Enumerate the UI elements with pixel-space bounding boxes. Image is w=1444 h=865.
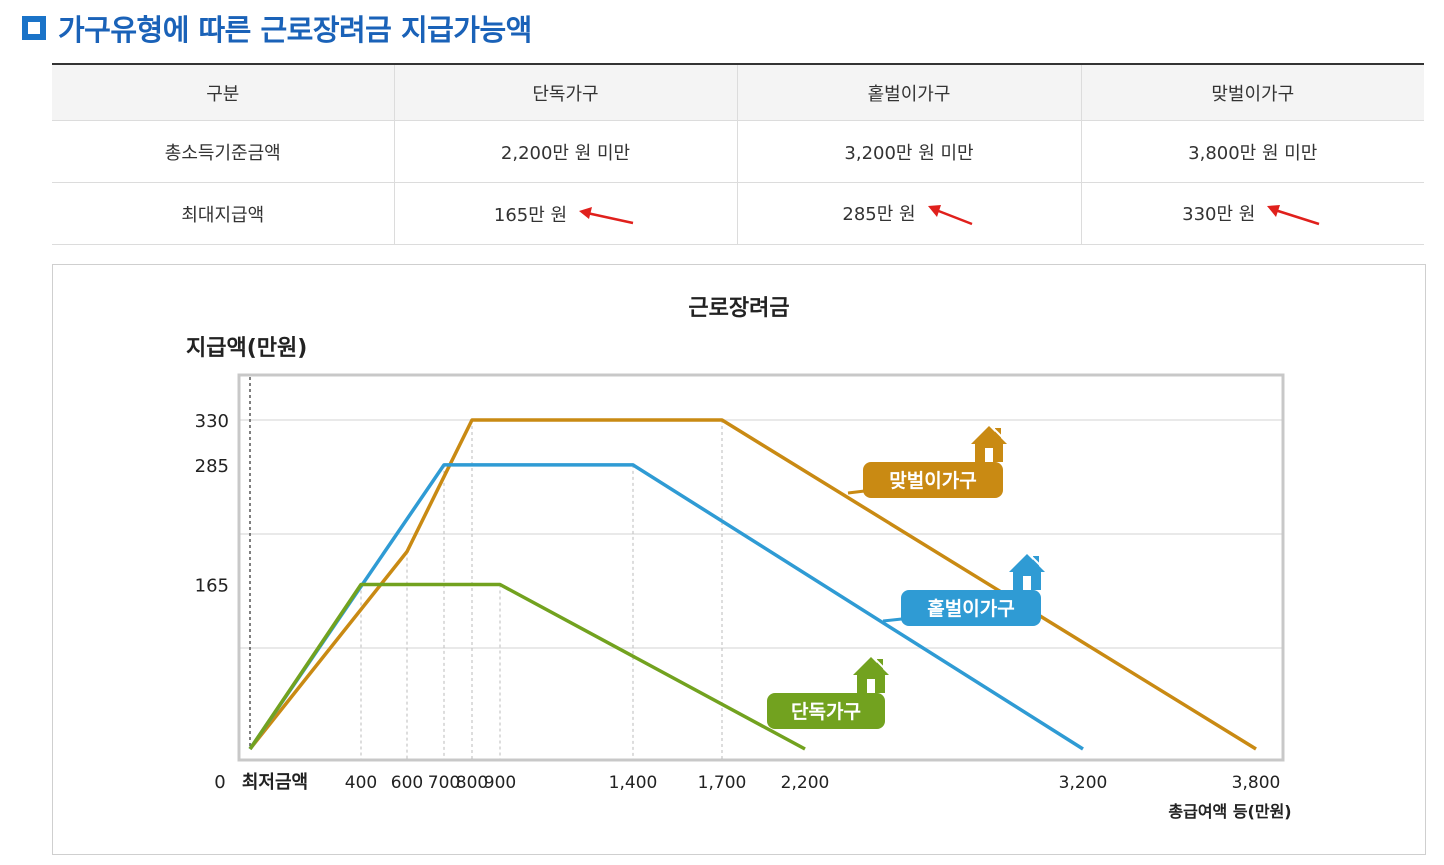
x-origin-label: 0 bbox=[214, 772, 225, 793]
table-row: 총소득기준금액 2,200만 원 미만 3,200만 원 미만 3,800만 원… bbox=[52, 120, 1424, 183]
red-arrow-icon bbox=[1267, 204, 1320, 225]
benefit-table: 구분 단독가구 홑벌이가구 맞벌이가구 총소득기준금액 2,200만 원 미만 … bbox=[52, 63, 1424, 245]
gridlines bbox=[239, 419, 1283, 649]
cell-value: 285만 원 bbox=[842, 203, 916, 225]
series-label: 홑벌이가구 bbox=[927, 597, 1014, 620]
y-tick-labels: 165 285 330 bbox=[195, 411, 229, 597]
x-min-label: 최저금액 bbox=[242, 772, 308, 793]
x-tick-label: 900 bbox=[484, 773, 516, 793]
section-heading: 가구유형에 따른 근로장려금 지급가능액 bbox=[22, 8, 532, 48]
house-icon bbox=[1005, 550, 1049, 590]
y-axis-label: 지급액(만원) bbox=[186, 336, 307, 361]
table-cell: 165만 원 bbox=[393, 182, 737, 245]
x-tick-label: 1,400 bbox=[609, 773, 658, 793]
house-icon bbox=[967, 422, 1011, 462]
y-tick-label: 330 bbox=[195, 411, 229, 432]
x-tick-label: 1,700 bbox=[698, 773, 747, 793]
square-bullet-icon bbox=[22, 16, 46, 40]
house-icon bbox=[849, 653, 893, 693]
x-tick-label: 3,800 bbox=[1232, 773, 1281, 793]
row-label: 최대지급액 bbox=[52, 182, 394, 245]
series-lines bbox=[248, 418, 1257, 751]
table-cell: 3,800만 원 미만 bbox=[1080, 120, 1424, 183]
table-cell: 285만 원 bbox=[736, 182, 1081, 245]
table-cell: 3,200만 원 미만 bbox=[736, 120, 1081, 183]
table-header-cell: 홑벌이가구 bbox=[736, 63, 1081, 121]
table-row: 최대지급액 165만 원 285만 원 330만 원 bbox=[52, 182, 1424, 245]
section-title: 가구유형에 따른 근로장려금 지급가능액 bbox=[58, 13, 532, 47]
series-line bbox=[248, 582, 806, 751]
series-label: 단독가구 bbox=[791, 701, 861, 723]
x-tick-label: 700 bbox=[428, 773, 460, 793]
x-axis-label: 총급여액 등(만원) bbox=[1168, 802, 1291, 821]
x-tick-label: 2,200 bbox=[781, 773, 830, 793]
red-arrow-icon bbox=[579, 206, 634, 224]
x-guide-lines bbox=[249, 377, 723, 759]
x-tick-label: 600 bbox=[391, 773, 423, 793]
table-header-cell: 단독가구 bbox=[393, 63, 737, 121]
y-tick-label: 165 bbox=[195, 576, 229, 597]
x-tick-label: 800 bbox=[456, 773, 488, 793]
red-arrow-icon bbox=[927, 204, 973, 225]
chart-title: 근로장려금 bbox=[688, 296, 789, 321]
cell-value: 330만 원 bbox=[1182, 203, 1256, 225]
series-label-badge: 단독가구 bbox=[767, 653, 893, 729]
y-tick-label: 285 bbox=[195, 456, 229, 477]
table-cell: 2,200만 원 미만 bbox=[393, 120, 737, 183]
series-label-badge: 맞벌이가구 bbox=[847, 422, 1011, 498]
x-tick-label: 400 bbox=[345, 773, 377, 793]
table-cell: 330만 원 bbox=[1080, 182, 1424, 245]
series-line bbox=[248, 418, 1257, 751]
series-label-badge: 홑벌이가구 bbox=[882, 550, 1049, 626]
series-label: 맞벌이가구 bbox=[889, 470, 976, 492]
row-label: 총소득기준금액 bbox=[52, 120, 394, 183]
table-header-cell: 구분 bbox=[52, 63, 394, 121]
table-header-cell: 맞벌이가구 bbox=[1080, 63, 1424, 121]
plot-area bbox=[237, 373, 1285, 762]
x-tick-label: 3,200 bbox=[1059, 773, 1108, 793]
cell-value: 165만 원 bbox=[493, 204, 568, 226]
table-header-row: 구분 단독가구 홑벌이가구 맞벌이가구 bbox=[52, 63, 1424, 121]
